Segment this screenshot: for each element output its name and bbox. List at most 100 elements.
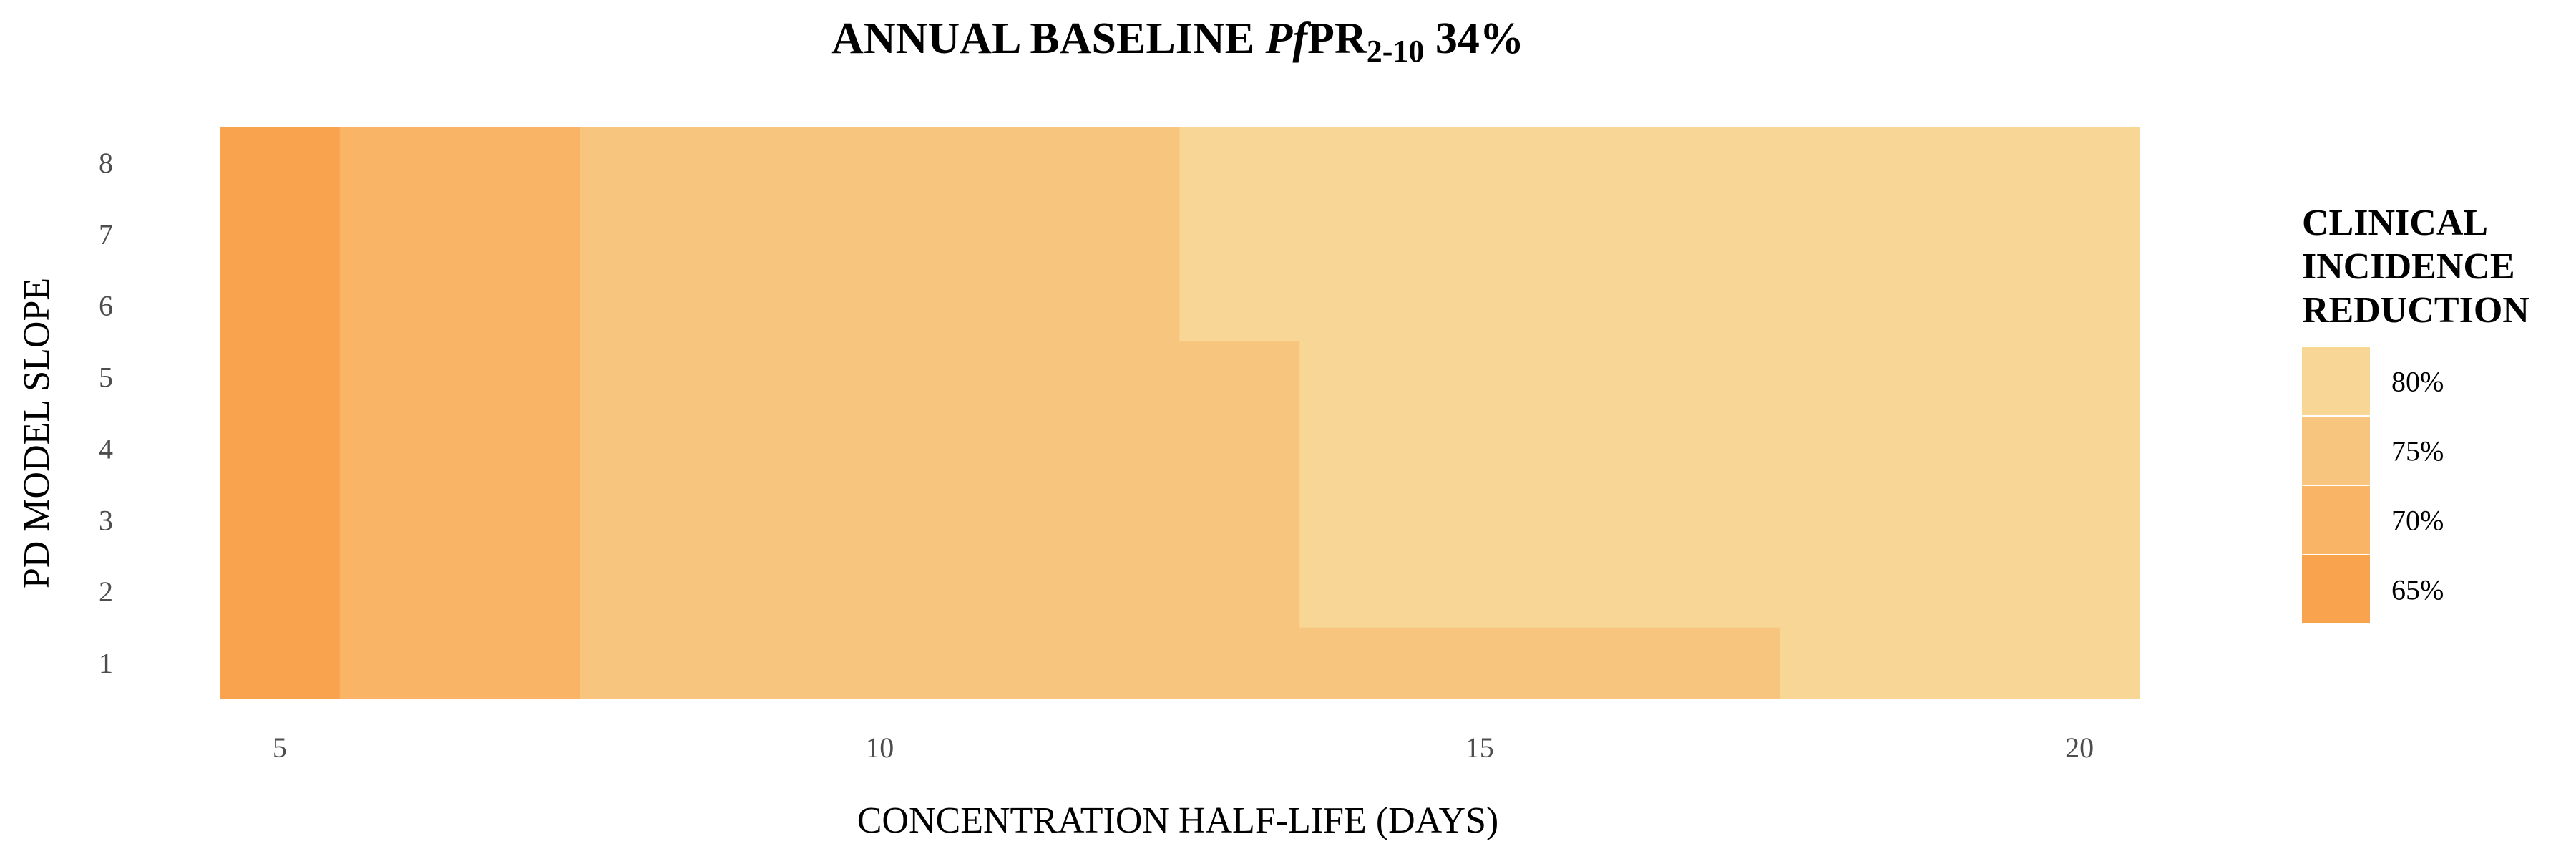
heatmap-cell <box>220 412 341 485</box>
heatmap-cell <box>1659 269 1780 342</box>
chart-title-subscript: 2-10 <box>1367 34 1425 69</box>
heatmap-cell <box>940 555 1060 628</box>
x-tick-label: 10 <box>865 732 894 764</box>
heatmap-cell <box>220 555 341 628</box>
heatmap-cell <box>940 269 1060 342</box>
heatmap-cell <box>580 412 701 485</box>
heatmap-cell <box>1059 127 1181 199</box>
legend-key <box>2302 347 2370 415</box>
y-tick-label: 3 <box>99 504 113 536</box>
heatmap-cell <box>580 127 701 199</box>
heatmap-cell <box>1179 341 1300 414</box>
heatmap-cell <box>819 269 940 342</box>
heatmap-cell <box>699 269 821 342</box>
heatmap-cell <box>1539 127 1660 199</box>
heatmap-cell <box>1659 127 1780 199</box>
heatmap-cell <box>580 484 701 556</box>
heatmap-cell <box>1419 555 1541 628</box>
heatmap-cell <box>1059 555 1181 628</box>
legend-key <box>2302 417 2370 485</box>
heatmap-cell <box>1899 269 2020 342</box>
heatmap-cell <box>1179 627 1300 699</box>
heatmap-cell <box>819 627 940 699</box>
heatmap-cell <box>2019 198 2140 271</box>
heatmap-cell <box>1659 484 1780 556</box>
heatmap-cell <box>1419 627 1541 699</box>
heatmap-cell <box>339 412 460 485</box>
heatmap-cell <box>1899 627 2020 699</box>
y-tick-label: 5 <box>99 361 113 394</box>
legend-title-line-1: CLINICAL <box>2302 203 2487 243</box>
heatmap-cells <box>220 127 2140 699</box>
heatmap-cell <box>1539 484 1660 556</box>
heatmap-cell <box>459 341 580 414</box>
legend-label: 75% <box>2391 435 2444 467</box>
legend-title: CLINICAL INCIDENCE REDUCTION <box>2302 203 2529 331</box>
heatmap-cell <box>459 269 580 342</box>
y-tick-label: 2 <box>99 576 113 608</box>
y-tick-labels: 1 2 3 4 5 6 7 8 <box>99 147 113 679</box>
y-tick-label: 7 <box>99 218 113 251</box>
heatmap-cell <box>940 627 1060 699</box>
heatmap-cell <box>220 127 341 199</box>
heatmap-cell <box>220 627 341 699</box>
heatmap-cell <box>1659 555 1780 628</box>
heatmap-cell <box>580 269 701 342</box>
y-tick-label: 1 <box>99 647 113 679</box>
heatmap-cell <box>1299 627 1420 699</box>
heatmap-cell <box>819 412 940 485</box>
y-tick-label: 8 <box>99 147 113 179</box>
heatmap-cell <box>1779 341 1901 414</box>
heatmap-cell <box>1179 555 1300 628</box>
heatmap-cell <box>339 127 460 199</box>
heatmap-cell <box>1779 269 1901 342</box>
heatmap-cell <box>1419 341 1541 414</box>
heatmap-cell <box>940 412 1060 485</box>
chart-title-main: PR <box>1307 14 1367 63</box>
heatmap-cell <box>1659 341 1780 414</box>
heatmap-cell <box>940 484 1060 556</box>
legend-label: 80% <box>2391 366 2444 398</box>
heatmap-cell <box>2019 412 2140 485</box>
chart-title-prefix: ANNUAL BASELINE <box>831 14 1265 63</box>
heatmap-cell <box>1899 198 2020 271</box>
heatmap-cell <box>220 198 341 271</box>
heatmap-cell <box>699 198 821 271</box>
heatmap-cell <box>1779 198 1901 271</box>
heatmap-cell <box>1179 198 1300 271</box>
heatmap-cell <box>1899 412 2020 485</box>
heatmap-cell <box>220 269 341 342</box>
heatmap-cell <box>339 627 460 699</box>
legend-key <box>2302 555 2370 623</box>
x-tick-label: 5 <box>273 732 287 764</box>
heatmap-cell <box>1539 627 1660 699</box>
heatmap-cell <box>699 627 821 699</box>
heatmap-cell <box>2019 341 2140 414</box>
heatmap-cell <box>1299 555 1420 628</box>
heatmap-cell <box>819 484 940 556</box>
y-tick-label: 4 <box>99 432 113 465</box>
legend-label: 70% <box>2391 505 2444 537</box>
legend-label: 65% <box>2391 574 2444 606</box>
heatmap-cell <box>1299 127 1420 199</box>
heatmap-cell <box>1899 555 2020 628</box>
heatmap-cell <box>1179 269 1300 342</box>
heatmap-cell <box>1779 412 1901 485</box>
heatmap-cell <box>1539 412 1660 485</box>
heatmap-cell <box>1059 269 1181 342</box>
heatmap-cell <box>580 198 701 271</box>
heatmap-cell <box>339 341 460 414</box>
heatmap-cell <box>339 484 460 556</box>
heatmap-cell <box>339 555 460 628</box>
y-tick-label: 6 <box>99 290 113 322</box>
heatmap-cell <box>819 341 940 414</box>
heatmap-cell <box>2019 555 2140 628</box>
heatmap-cell <box>940 127 1060 199</box>
heatmap-cell <box>1779 484 1901 556</box>
heatmap-cell <box>220 484 341 556</box>
heatmap-cell <box>1299 341 1420 414</box>
y-axis-label: PD MODEL SLOPE <box>16 278 57 588</box>
heatmap-cell <box>1899 341 2020 414</box>
heatmap-cell <box>1659 627 1780 699</box>
